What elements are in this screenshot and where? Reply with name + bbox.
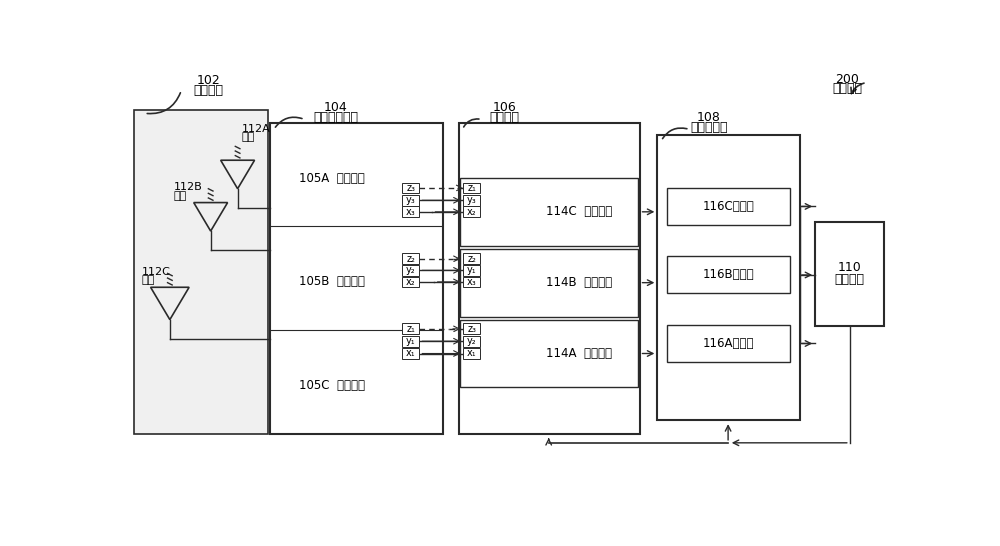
Text: z₂: z₂ [467,254,476,264]
Bar [402,323,419,334]
Bar [402,336,419,347]
Text: 102: 102 [196,74,220,87]
Text: 天线: 天线 [141,275,155,286]
Bar [463,265,480,276]
Bar [402,182,419,193]
Text: 116C接收器: 116C接收器 [702,200,754,213]
Text: 106: 106 [493,102,517,114]
Bar [463,195,480,206]
Bar [402,265,419,276]
Bar [460,319,638,387]
Text: 105A  前端电路: 105A 前端电路 [299,172,364,185]
Text: 116A接收器: 116A接收器 [702,337,754,350]
Text: 114C  开关装置: 114C 开关装置 [546,205,613,218]
Text: 天线阵列: 天线阵列 [193,84,223,97]
Bar [463,276,480,287]
Bar [666,188,790,225]
Text: 114B  开关装置: 114B 开关装置 [546,276,613,289]
Bar [463,206,480,217]
Bar [463,182,480,193]
Text: 前端电路网络: 前端电路网络 [313,111,358,123]
Text: 112B: 112B [174,182,202,192]
Text: x₁: x₁ [467,348,477,359]
Text: 处理装置: 处理装置 [835,274,865,287]
Text: z₃: z₃ [467,324,476,334]
Text: 接收器电路: 接收器电路 [690,121,728,134]
Text: z₂: z₂ [406,254,415,264]
Bar [402,348,419,359]
Text: 108: 108 [697,111,721,124]
Bar [460,249,638,317]
Text: z₁: z₁ [406,324,415,334]
Bar [459,123,640,434]
Text: 116B接收器: 116B接收器 [702,269,754,281]
Text: x₃: x₃ [406,207,416,217]
Bar [657,135,800,420]
Text: 105B  前端电路: 105B 前端电路 [299,275,364,288]
Bar [666,257,790,293]
Bar [402,195,419,206]
Text: 200: 200 [836,73,859,86]
Text: y₁: y₁ [467,265,477,275]
Text: x₂: x₂ [467,207,477,217]
Bar [666,325,790,362]
Text: 通信系统: 通信系统 [832,82,862,95]
Bar [463,323,480,334]
Text: y₃: y₃ [406,195,416,205]
Text: 104: 104 [324,102,347,114]
Text: 110: 110 [838,261,862,274]
Text: x₂: x₂ [406,277,416,287]
Bar [815,222,884,326]
Bar [460,178,638,246]
Text: 112A: 112A [241,123,270,134]
Bar [402,253,419,264]
Bar [463,336,480,347]
Bar [402,206,419,217]
Bar [402,276,419,287]
Text: z₃: z₃ [406,183,415,193]
Text: y₂: y₂ [467,336,477,346]
Text: 天线: 天线 [174,191,187,200]
Text: x₃: x₃ [467,277,477,287]
Text: y₃: y₃ [467,195,477,205]
Text: 开关网络: 开关网络 [490,111,520,123]
Text: 114A  开关装置: 114A 开关装置 [546,347,612,360]
Text: 105C  前端电路: 105C 前端电路 [299,379,365,392]
Text: y₂: y₂ [406,265,416,275]
Bar [463,348,480,359]
Bar [134,110,268,434]
Text: x₁: x₁ [406,348,416,359]
Text: y₁: y₁ [406,336,416,346]
Bar [463,253,480,264]
Text: 112C: 112C [141,267,170,277]
Text: z₁: z₁ [467,183,476,193]
Text: 天线: 天线 [241,132,255,142]
Bar [270,123,443,434]
